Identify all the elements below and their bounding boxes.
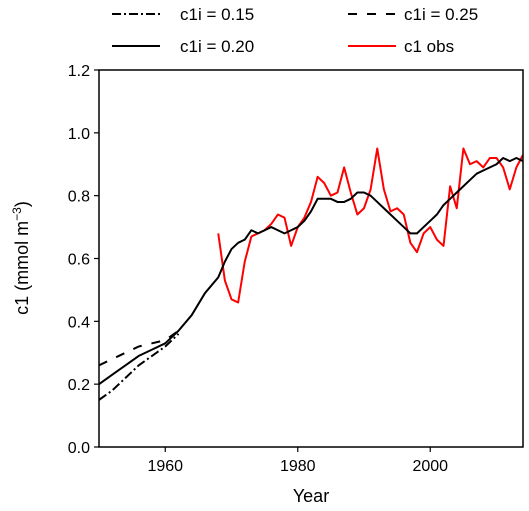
series-layer xyxy=(99,147,523,401)
y-axis-label-close: ) xyxy=(12,201,32,207)
plot-frame xyxy=(98,69,524,448)
y-tick-label: 0.4 xyxy=(68,314,90,331)
y-axis-label-main: c1 (mmol m xyxy=(12,221,32,315)
y-tick-label: 0.6 xyxy=(68,252,90,269)
y-axis-label-exponent: −3 xyxy=(10,207,24,221)
legend-label-c1i-020: c1i = 0.20 xyxy=(180,37,254,56)
legend-label-c1-obs: c1 obs xyxy=(404,37,454,56)
series-line-c1i-0-15 xyxy=(99,333,180,401)
y-tick-label: 1.0 xyxy=(68,126,90,143)
x-axis: 1960 1980 2000 xyxy=(147,447,448,475)
x-tick-label: 2000 xyxy=(412,458,448,475)
x-tick-label: 1980 xyxy=(280,458,316,475)
series-line-c1i-0-25 xyxy=(99,329,180,367)
y-tick-label: 0.0 xyxy=(68,440,90,457)
y-tick-label: 1.2 xyxy=(68,63,90,80)
y-tick-label: 0.8 xyxy=(68,189,90,206)
legend-label-c1i-025: c1i = 0.25 xyxy=(404,5,478,24)
series-line-c1i-0-20 xyxy=(99,156,523,385)
x-axis-label: Year xyxy=(293,486,329,506)
x-tick-label: 1960 xyxy=(147,458,183,475)
y-axis-label: c1 (mmol m−3) xyxy=(10,201,32,315)
plot-area xyxy=(98,69,524,448)
legend: c1i = 0.15 c1i = 0.25 c1i = 0.20 c1 obs xyxy=(112,5,478,56)
y-tick-label: 0.2 xyxy=(68,377,90,394)
series-line-c1-obs xyxy=(217,147,523,304)
legend-label-c1i-015: c1i = 0.15 xyxy=(180,5,254,24)
y-axis: 0.0 0.2 0.4 0.6 0.8 1.0 1.2 xyxy=(68,63,99,457)
